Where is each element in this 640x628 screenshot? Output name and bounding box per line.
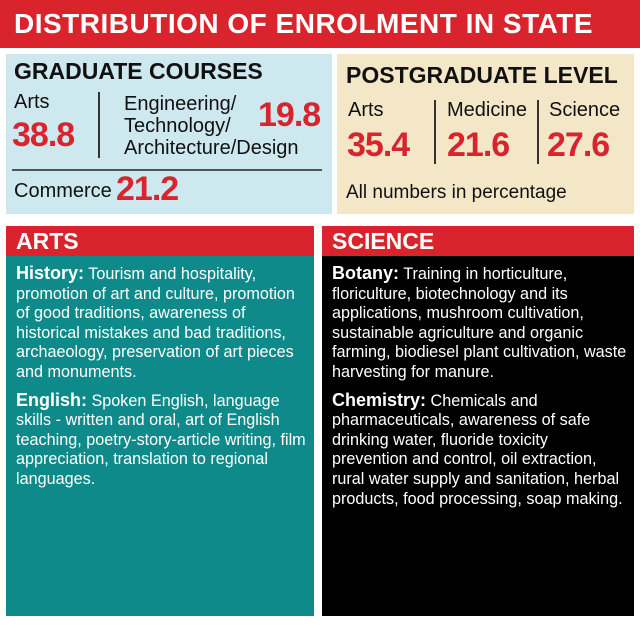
engineering-label-line-2: Technology/	[124, 115, 231, 137]
postgraduate-panel: POSTGRADUATE LEVEL Arts 35.4 Medicine 21…	[337, 54, 634, 214]
english-text: Spoken English, language skills - writte…	[16, 391, 306, 488]
botany-term: Botany:	[332, 263, 399, 283]
english-term: English:	[16, 389, 87, 410]
arts-panel: History: Tourism and hospitality, promot…	[6, 256, 314, 616]
graduate-arts-value: 38.8	[12, 116, 75, 154]
postgraduate-heading: POSTGRADUATE LEVEL	[346, 62, 618, 88]
postgraduate-arts-label: Arts	[348, 99, 384, 121]
page-title: DISTRIBUTION OF ENROLMENT IN STATE	[0, 0, 640, 48]
postgraduate-science-label: Science	[549, 99, 621, 121]
botany-text: Training in horticulture, floriculture, …	[332, 265, 627, 381]
graduate-engineering-value: 19.8	[258, 96, 321, 134]
science-heading: SCIENCE	[322, 226, 634, 256]
graduate-divider	[98, 92, 100, 158]
arts-english-paragraph: English: Spoken English, language skills…	[16, 389, 306, 490]
chemistry-text: Chemicals and pharmaceuticals, awareness…	[332, 391, 623, 508]
postgraduate-note: All numbers in percentage	[346, 182, 567, 203]
postgraduate-divider-2	[537, 100, 539, 164]
engineering-label-line-1: Engineering/	[124, 93, 237, 115]
postgraduate-arts-value: 35.4	[347, 126, 410, 164]
history-text: Tourism and hospitality, promotion of ar…	[16, 265, 295, 381]
science-botany-paragraph: Botany: Training in horticulture, floric…	[332, 263, 628, 383]
science-panel: Botany: Training in horticulture, floric…	[322, 256, 634, 616]
postgraduate-medicine-label: Medicine	[447, 99, 528, 121]
arts-heading: ARTS	[6, 226, 314, 256]
graduate-separator	[12, 169, 322, 171]
graduate-commerce-value: 21.2	[116, 170, 179, 208]
postgraduate-medicine-value: 21.6	[447, 126, 510, 164]
graduate-engineering-label: Engineering/ Technology/ Architecture/De…	[124, 93, 299, 159]
graduate-commerce-label: Commerce	[14, 180, 112, 202]
engineering-label-line-3: Architecture/Design	[124, 137, 299, 159]
arts-history-paragraph: History: Tourism and hospitality, promot…	[16, 263, 306, 383]
graduate-courses-panel: GRADUATE COURSES Arts 38.8 Engineering/ …	[6, 54, 332, 214]
history-term: History:	[16, 263, 85, 283]
chemistry-term: Chemistry:	[332, 389, 427, 410]
postgraduate-science-value: 27.6	[547, 126, 610, 164]
science-chemistry-paragraph: Chemistry: Chemicals and pharmaceuticals…	[332, 389, 628, 510]
postgraduate-divider-1	[434, 100, 436, 164]
graduate-arts-label: Arts	[14, 91, 50, 113]
graduate-heading: GRADUATE COURSES	[14, 58, 263, 84]
